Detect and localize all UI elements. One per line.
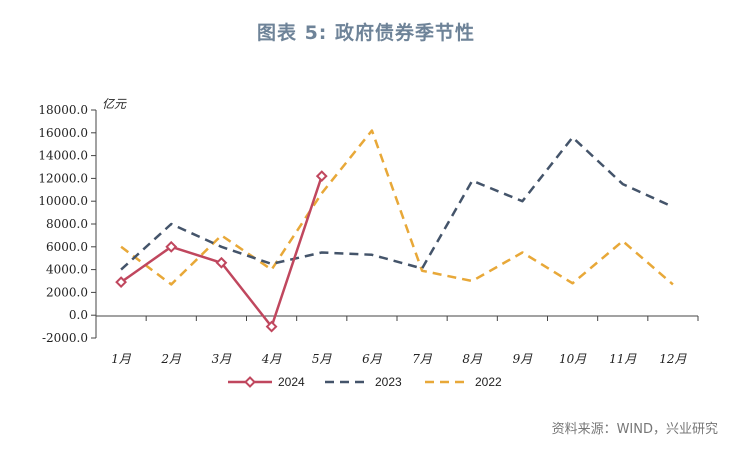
y-tick-label: 12000.0 [38, 171, 88, 185]
x-tick-label: 8月 [462, 352, 483, 366]
legend-label: 2024 [278, 375, 305, 389]
series-line-2023 [120, 136, 674, 271]
x-tick-label: 12月 [659, 352, 687, 366]
y-tick-label: 10000.0 [38, 194, 88, 208]
y-axis: -2000.0 0.0 2000.0 4000.0 6000.0 8000.0 10000.… [38, 97, 127, 345]
legend-marker [244, 376, 256, 388]
legend-item-2024: 2024 [228, 375, 305, 389]
y-tick-label: 8000.0 [46, 217, 88, 231]
y-axis-unit: 亿元 [102, 97, 127, 111]
source-note: 资料来源：WIND，兴业研究 [551, 422, 718, 437]
y-tick-label: 16000.0 [38, 126, 88, 140]
x-tick-label: 4月 [261, 352, 283, 366]
y-tick-label: 14000.0 [38, 149, 88, 163]
x-tick-label: 7月 [412, 352, 433, 366]
x-tick-label: 5月 [312, 352, 333, 366]
data-point-2024 [315, 170, 328, 183]
legend-item-2023: 2023 [325, 375, 402, 389]
legend-label: 2023 [375, 375, 402, 389]
y-tick-label: -2000.0 [42, 331, 88, 345]
x-tick-label: 6月 [362, 352, 383, 366]
y-tick-label: 4000.0 [46, 263, 88, 277]
x-axis: 1月 2月 3月 4月 5月 6月 7月 8月 9月 10月 11月 12月 [95, 315, 699, 366]
y-tick-label: 18000.0 [38, 103, 88, 117]
legend-item-2022: 2022 [425, 375, 502, 389]
legend: 2024 2023 2022 [228, 375, 502, 389]
x-tick-label: 11月 [609, 352, 637, 366]
legend-label: 2022 [475, 375, 502, 389]
data-point-2024 [215, 256, 228, 269]
data-point-2024 [265, 320, 278, 333]
data-point-2024 [115, 276, 127, 289]
series-layer [115, 129, 674, 333]
x-tick-label: 9月 [513, 352, 534, 366]
chart-title: 图表 5: 政府债券季节性 [256, 22, 476, 44]
y-tick-label: 2000.0 [46, 285, 88, 299]
data-point-2024 [165, 240, 178, 253]
x-tick-label: 3月 [212, 352, 233, 366]
x-tick-label: 10月 [559, 352, 587, 366]
series-line-2024 [120, 175, 323, 328]
x-tick-label: 2月 [160, 352, 182, 366]
y-tick-label: 0.0 [69, 308, 88, 322]
y-tick-label: 6000.0 [46, 240, 88, 254]
x-tick-label: 1月 [111, 352, 132, 366]
